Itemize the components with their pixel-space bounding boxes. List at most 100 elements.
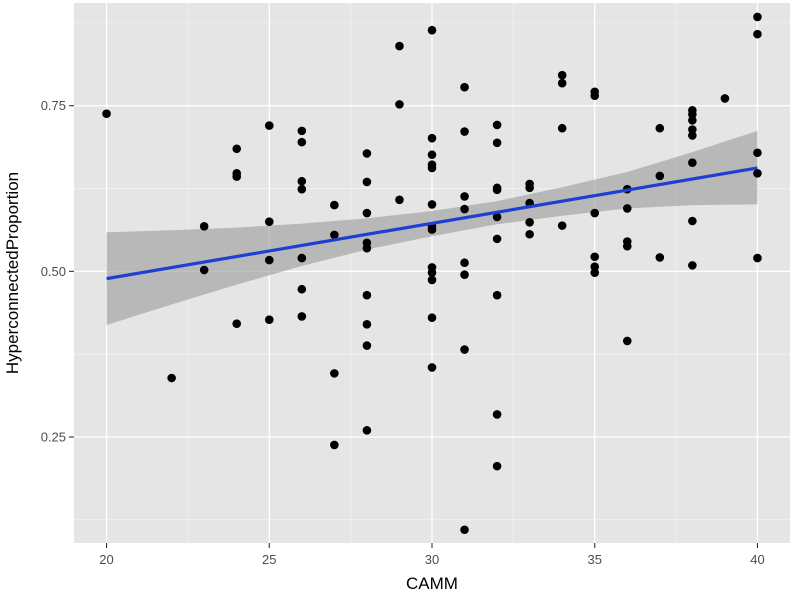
data-point bbox=[330, 440, 339, 450]
data-point bbox=[655, 253, 665, 262]
data-point bbox=[460, 345, 469, 354]
data-point bbox=[688, 125, 697, 134]
data-point bbox=[427, 275, 437, 285]
data-point bbox=[427, 133, 437, 143]
x-axis-title: CAMM bbox=[406, 574, 458, 593]
data-point bbox=[264, 315, 274, 325]
data-point bbox=[460, 258, 469, 268]
data-point bbox=[688, 261, 697, 270]
data-point bbox=[525, 218, 534, 227]
data-point bbox=[362, 177, 372, 187]
data-point bbox=[492, 461, 502, 471]
data-point bbox=[460, 204, 469, 214]
data-point bbox=[330, 369, 339, 378]
data-point bbox=[492, 185, 502, 195]
data-point bbox=[297, 284, 307, 294]
data-point bbox=[102, 109, 111, 118]
data-point bbox=[460, 270, 469, 279]
data-point bbox=[492, 234, 502, 244]
data-point bbox=[362, 290, 372, 300]
data-point bbox=[622, 204, 632, 213]
data-point bbox=[753, 148, 762, 158]
data-point bbox=[297, 312, 307, 321]
data-point bbox=[167, 373, 176, 383]
data-point bbox=[460, 192, 469, 201]
data-point bbox=[492, 120, 502, 130]
data-point bbox=[655, 171, 665, 181]
data-point bbox=[557, 78, 567, 88]
data-point bbox=[427, 225, 437, 234]
data-point bbox=[297, 184, 307, 194]
data-point bbox=[199, 221, 209, 231]
data-point bbox=[297, 137, 307, 147]
data-point bbox=[395, 100, 404, 109]
data-point bbox=[622, 336, 632, 346]
y-axis-title: HyperconnectedProportion bbox=[3, 172, 22, 374]
data-point bbox=[688, 115, 697, 125]
data-point bbox=[427, 25, 437, 35]
data-point bbox=[362, 243, 372, 253]
data-point bbox=[492, 290, 502, 300]
data-point bbox=[590, 91, 600, 101]
data-point bbox=[362, 208, 372, 218]
data-point bbox=[525, 183, 534, 193]
data-point bbox=[427, 363, 437, 372]
data-point bbox=[362, 426, 372, 435]
data-point bbox=[199, 265, 209, 275]
data-point bbox=[330, 230, 339, 240]
data-point bbox=[232, 172, 242, 181]
data-point bbox=[362, 149, 372, 158]
data-point bbox=[688, 158, 697, 167]
data-point bbox=[297, 126, 307, 136]
y-tick-label: 0.50 bbox=[41, 264, 66, 279]
data-point bbox=[232, 144, 242, 154]
data-point bbox=[590, 252, 600, 262]
data-point bbox=[297, 176, 307, 186]
data-point bbox=[557, 123, 567, 133]
regression-line bbox=[106, 166, 758, 281]
x-tick-label: 25 bbox=[262, 552, 276, 567]
data-point bbox=[557, 221, 567, 230]
y-axis-ticks: 0.25 0.50 0.75 bbox=[41, 98, 74, 444]
data-point bbox=[688, 131, 697, 140]
data-points bbox=[102, 12, 762, 535]
x-tick-label: 35 bbox=[587, 552, 601, 567]
data-point bbox=[590, 262, 600, 272]
data-point bbox=[362, 341, 372, 350]
data-point bbox=[492, 410, 502, 419]
data-point bbox=[427, 150, 437, 160]
data-point bbox=[590, 208, 600, 218]
data-point bbox=[460, 82, 469, 92]
data-point bbox=[362, 320, 372, 329]
data-point bbox=[590, 268, 600, 277]
y-tick-label: 0.75 bbox=[41, 98, 66, 113]
x-tick-label: 20 bbox=[99, 552, 113, 567]
data-point bbox=[232, 319, 242, 328]
data-point bbox=[297, 253, 307, 263]
x-tick-label: 40 bbox=[750, 552, 764, 567]
data-point bbox=[395, 41, 404, 51]
data-point bbox=[525, 229, 534, 239]
data-point bbox=[330, 200, 339, 210]
data-point bbox=[460, 525, 469, 535]
data-point bbox=[492, 138, 502, 148]
data-point bbox=[655, 123, 665, 133]
data-point bbox=[264, 121, 274, 130]
data-point bbox=[753, 12, 762, 22]
x-tick-label: 30 bbox=[425, 552, 439, 567]
data-point bbox=[688, 216, 697, 226]
data-point bbox=[720, 94, 730, 103]
data-point bbox=[395, 195, 404, 205]
data-point bbox=[264, 217, 274, 226]
data-point bbox=[492, 212, 502, 222]
data-point bbox=[264, 255, 274, 265]
data-point bbox=[753, 168, 762, 178]
data-point bbox=[427, 268, 437, 277]
data-point bbox=[427, 313, 437, 323]
data-point bbox=[622, 241, 632, 251]
data-point bbox=[688, 110, 697, 119]
data-point bbox=[557, 70, 567, 80]
x-axis-ticks: 20 25 30 35 40 bbox=[99, 543, 765, 567]
data-point bbox=[427, 200, 437, 209]
